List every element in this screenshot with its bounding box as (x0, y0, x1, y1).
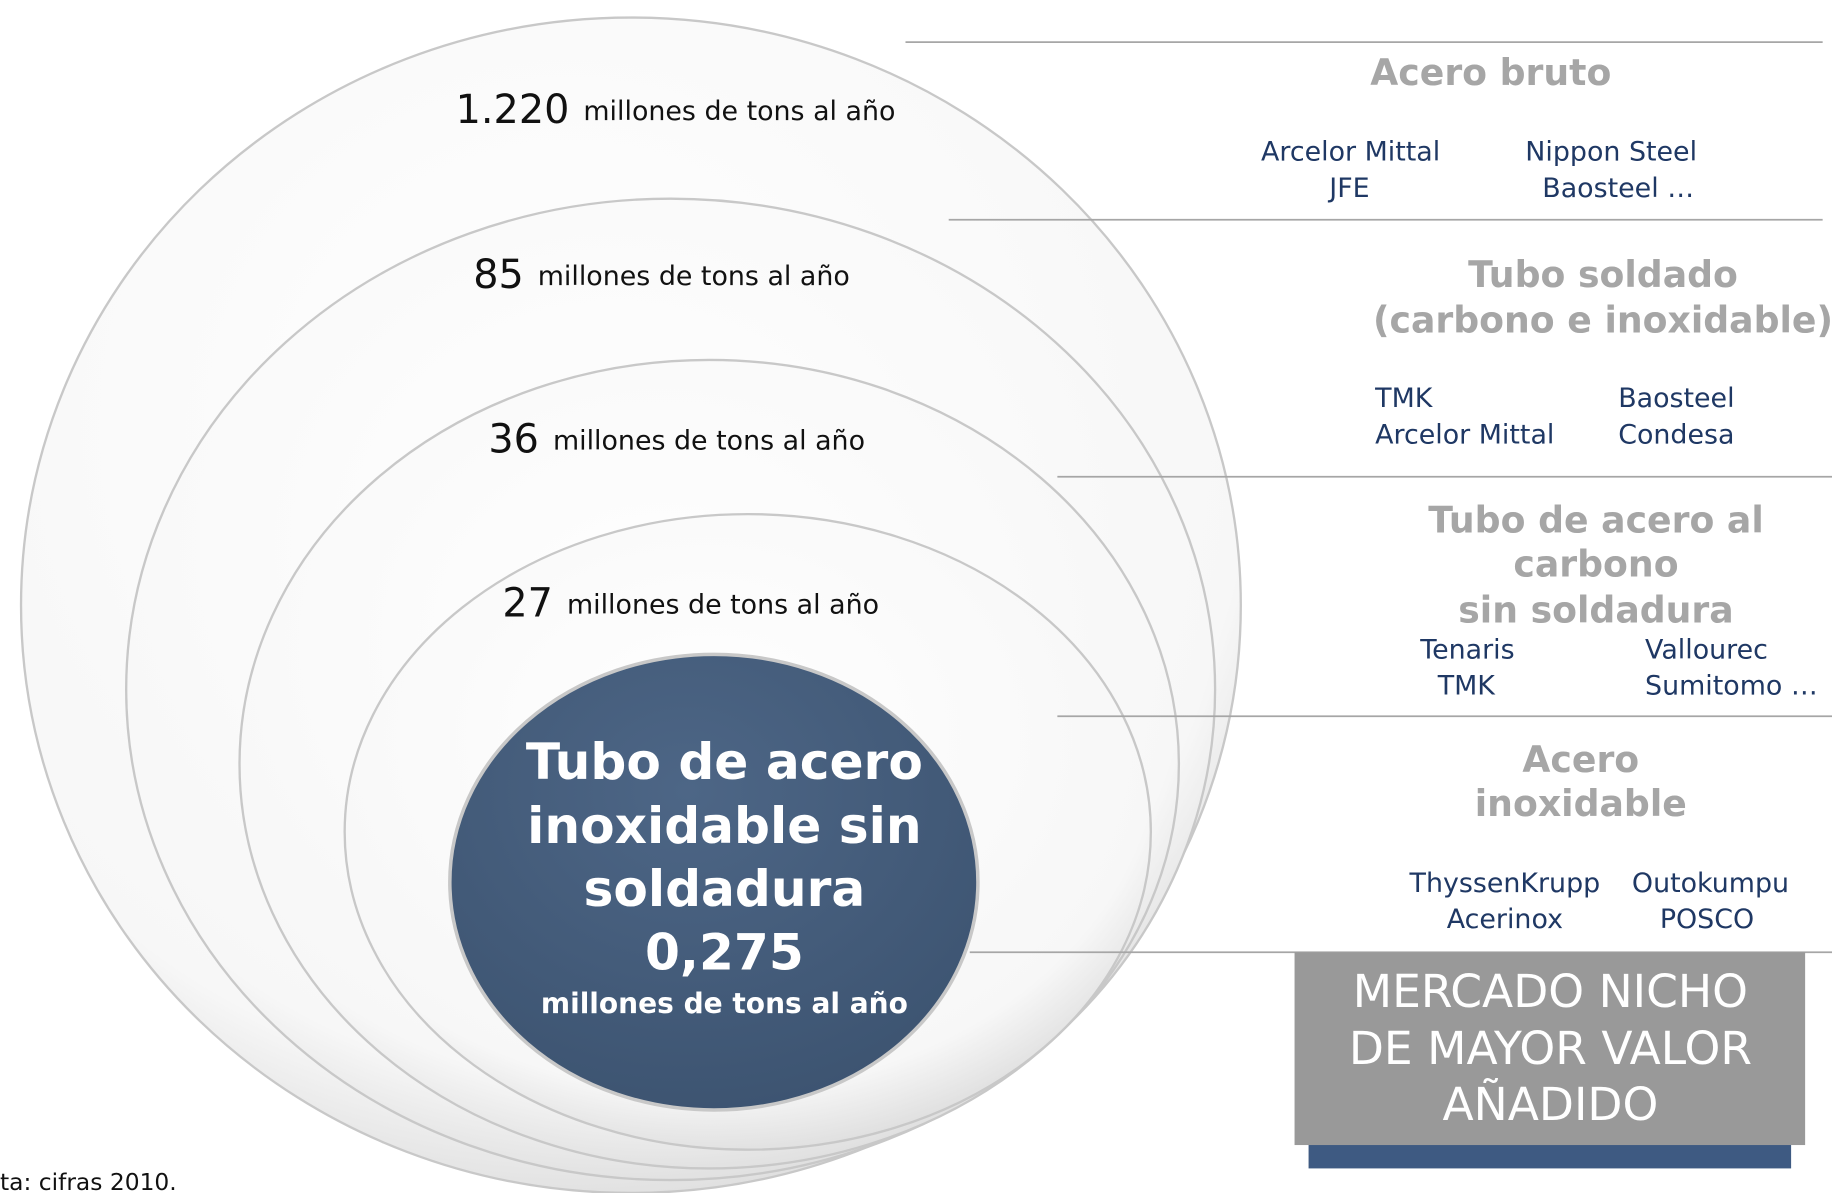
company: TMK (1437, 671, 1497, 702)
center-value: 0,275 (645, 922, 804, 981)
center-title: soldadura (583, 859, 865, 918)
callout-text: DE MAYOR VALOR (1349, 1022, 1752, 1075)
center-circle (448, 652, 980, 1112)
callout-text: MERCADO NICHO (1353, 965, 1748, 1018)
company: JFE (1327, 173, 1369, 204)
level-unit: millones de tons al año (583, 96, 895, 127)
level-label: 36 millones de tons al año (488, 416, 865, 462)
level-value: 36 (488, 416, 539, 462)
company: Baosteel … (1542, 173, 1694, 204)
level-unit: millones de tons al año (553, 425, 865, 456)
company: Arcelor Mittal (1375, 419, 1554, 450)
level-title: Acero bruto (1370, 51, 1611, 94)
level-label: 27 millones de tons al año (502, 580, 879, 626)
level-title: Tubo soldado (1468, 253, 1738, 296)
company: POSCO (1660, 904, 1754, 935)
level-unit: millones de tons al año (538, 260, 850, 291)
company: Outokumpu (1632, 868, 1789, 899)
company: ThyssenKrupp (1409, 868, 1601, 899)
company: Vallourec (1645, 634, 1768, 665)
level-value: 85 (473, 251, 524, 297)
center-title: inoxidable sin (527, 796, 921, 855)
callout-text: AÑADIDO (1443, 1077, 1659, 1131)
company: Baosteel (1618, 383, 1734, 414)
company: Arcelor Mittal (1261, 137, 1440, 168)
level-title: carbono (1513, 543, 1678, 586)
company: Nippon Steel (1525, 137, 1697, 168)
footnote: ta: cifras 2010. (0, 1168, 177, 1193)
level-value: 27 (502, 580, 553, 626)
level-title: (carbono e inoxidable) (1373, 299, 1832, 342)
company: Tenaris (1419, 634, 1514, 665)
company: Acerinox (1447, 904, 1563, 935)
content: 1.220 millones de tons al año Acero bruto A… (456, 51, 1832, 1131)
company: Sumitomo … (1645, 671, 1818, 702)
company: TMK (1374, 383, 1434, 414)
rings (20, 16, 1242, 1193)
center-title: Tubo de acero (526, 732, 923, 791)
level-label: 85 millones de tons al año (473, 251, 850, 297)
level-label: 1.220 millones de tons al año (456, 87, 896, 133)
level-value: 1.220 (456, 87, 570, 133)
company: Condesa (1618, 419, 1734, 450)
center-unit: millones de tons al año (541, 987, 908, 1020)
level-title: Acero (1522, 738, 1639, 781)
level-title: sin soldadura (1458, 588, 1733, 631)
level-unit: millones de tons al año (567, 589, 879, 620)
level-title: Tubo de acero al (1428, 498, 1764, 541)
level-title: inoxidable (1475, 782, 1687, 825)
callout-box (1294, 952, 1806, 1146)
